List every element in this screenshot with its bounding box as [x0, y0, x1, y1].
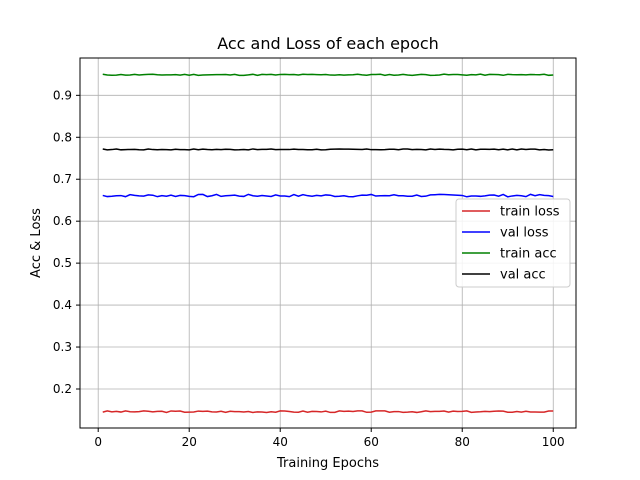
chart-title: Acc and Loss of each epoch — [217, 34, 439, 53]
y-tick-label: 0.8 — [53, 130, 72, 144]
axes — [79, 57, 577, 429]
y-tick-label: 0.9 — [53, 88, 72, 102]
legend-label: val acc — [500, 268, 546, 283]
series-lines — [102, 73, 554, 414]
y-axis-label: Acc & Loss — [29, 208, 44, 278]
legend-label: val loss — [500, 226, 549, 241]
series-line-val-acc — [102, 148, 554, 151]
legend: train loss val loss train acc val acc — [455, 198, 571, 288]
x-tick-label: 80 — [455, 435, 470, 449]
ticks: 0 20 40 60 80 100 0.2 0.3 0.4 0.5 0.6 0.7 0.8 0.9 — [53, 88, 565, 449]
x-tick-label: 100 — [542, 435, 565, 449]
series-line-train-acc — [102, 73, 554, 77]
legend-label: train acc — [500, 247, 557, 262]
x-axis-label: Training Epochs — [276, 456, 379, 471]
x-tick-label: 40 — [273, 435, 288, 449]
y-tick-label: 0.5 — [53, 256, 72, 270]
y-tick-label: 0.2 — [53, 382, 72, 396]
y-tick-label: 0.4 — [53, 298, 72, 312]
x-tick-label: 60 — [364, 435, 379, 449]
legend-box — [455, 198, 571, 288]
series-line-train-loss — [102, 410, 554, 414]
series-line-val-loss — [102, 193, 554, 198]
x-tick-label: 20 — [182, 435, 197, 449]
legend-label: train loss — [500, 205, 560, 220]
plot-frame — [79, 57, 577, 429]
y-tick-label: 0.7 — [53, 172, 72, 186]
y-tick-label: 0.6 — [53, 214, 72, 228]
x-tick-label: 0 — [94, 435, 102, 449]
y-tick-label: 0.3 — [53, 340, 72, 354]
